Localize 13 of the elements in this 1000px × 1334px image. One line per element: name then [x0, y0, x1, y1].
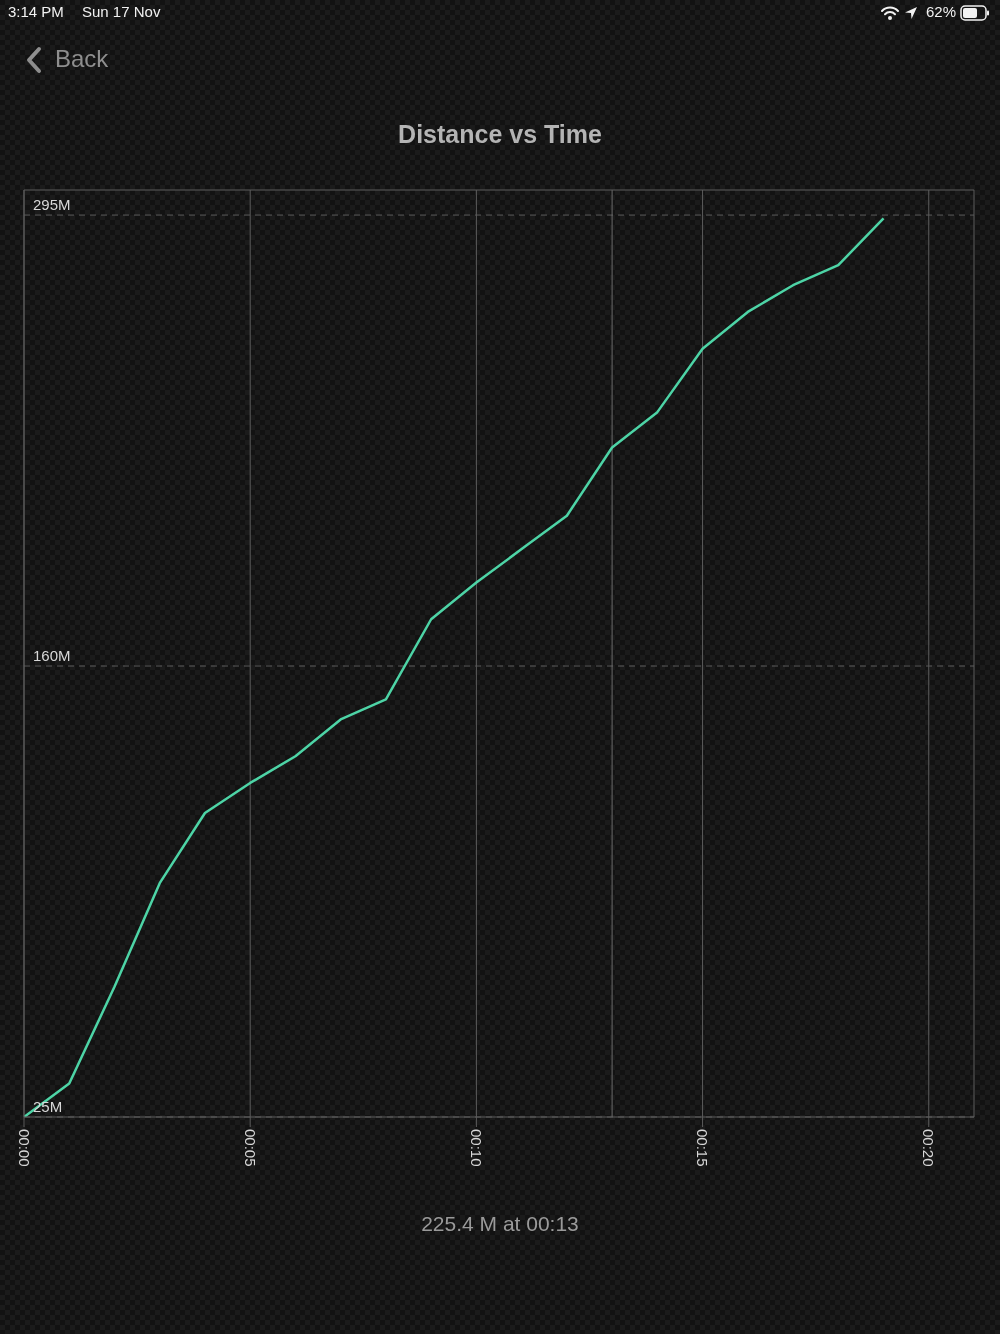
x-tick-label: 00:20	[920, 1129, 938, 1167]
text: Back	[55, 45, 109, 73]
text: 225.4 M at 00:13	[420, 1212, 580, 1236]
text: 62%	[925, 3, 956, 20]
x-tick-label: 00:15	[694, 1129, 712, 1167]
x-tick-label: 00:05	[241, 1129, 259, 1167]
text: 3:14 PM	[8, 3, 64, 20]
x-tick-label: 00:10	[467, 1129, 485, 1167]
x-tick-label: 00:00	[15, 1129, 33, 1167]
y-tick-label: 160M	[33, 647, 71, 665]
y-tick-label: 295M	[33, 196, 71, 214]
chart-title: Distance vs Time	[397, 120, 603, 149]
text: Sun 17 Nov	[82, 3, 161, 20]
